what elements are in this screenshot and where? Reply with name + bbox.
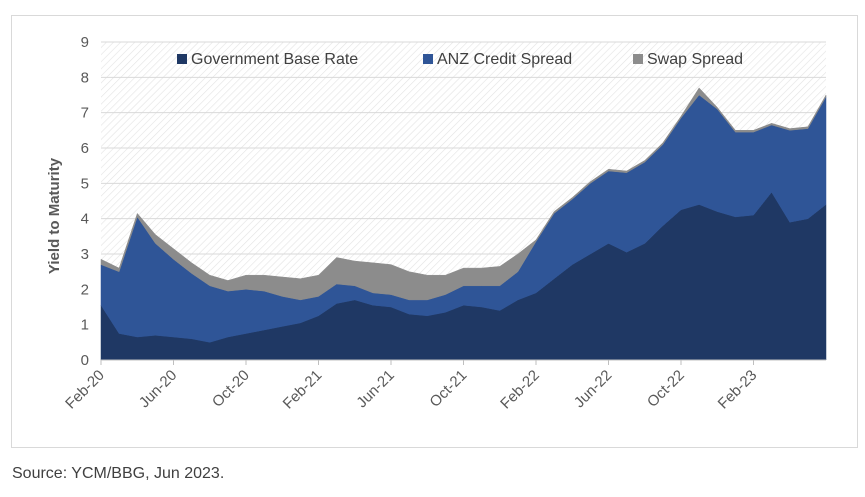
source-note: Source: YCM/BBG, Jun 2023. bbox=[12, 465, 225, 482]
y-tick-label: 4 bbox=[81, 211, 89, 228]
legend-label: ANZ Credit Spread bbox=[437, 51, 572, 68]
legend-item: Government Base Rate bbox=[177, 51, 358, 68]
area-swap-spread bbox=[100, 87, 827, 301]
y-tick-label: 6 bbox=[81, 140, 89, 157]
x-tick-label: Jun-20 bbox=[136, 367, 180, 411]
y-tick-label: 3 bbox=[81, 246, 89, 263]
legend-item: ANZ Credit Spread bbox=[423, 51, 572, 68]
y-tick-label: 1 bbox=[81, 317, 89, 334]
legend-swatch bbox=[177, 54, 187, 64]
x-tick-label: Feb-21 bbox=[280, 367, 326, 413]
x-tick-label: Jun-21 bbox=[353, 367, 397, 411]
x-tick-label: Oct-21 bbox=[426, 367, 470, 411]
legend: Government Base Rate ANZ Credit Spread Swa… bbox=[177, 51, 743, 68]
legend-swatch bbox=[423, 54, 433, 64]
x-tick-label: Jun-22 bbox=[571, 367, 615, 411]
x-tick-label: Feb-22 bbox=[497, 367, 543, 413]
y-axis-title: Yield to Maturity bbox=[46, 157, 63, 274]
x-tick-label: Feb-23 bbox=[715, 367, 761, 413]
y-tick-label: 9 bbox=[81, 34, 89, 51]
chart-frame: 0 1 2 3 4 5 6 7 8 9 Feb-20 Jun-20 Oct-20 Feb-21 Jun-21… bbox=[11, 15, 858, 448]
y-tick-label: 0 bbox=[81, 352, 89, 369]
x-tick-label: Oct-22 bbox=[644, 367, 688, 411]
legend-label: Government Base Rate bbox=[191, 51, 358, 68]
y-tick-label: 2 bbox=[81, 281, 89, 298]
stacked-area-chart: 0 1 2 3 4 5 6 7 8 9 Feb-20 Jun-20 Oct-20 Feb-21 Jun-21… bbox=[46, 34, 827, 413]
y-tick-label: 7 bbox=[81, 105, 89, 122]
x-tick-label: Feb-20 bbox=[62, 367, 108, 413]
legend-item: Swap Spread bbox=[633, 51, 743, 68]
legend-label: Swap Spread bbox=[647, 51, 743, 68]
y-tick-label: 8 bbox=[81, 69, 89, 86]
legend-swatch bbox=[633, 54, 643, 64]
x-tick-label: Oct-20 bbox=[209, 367, 253, 411]
y-tick-label: 5 bbox=[81, 175, 89, 192]
